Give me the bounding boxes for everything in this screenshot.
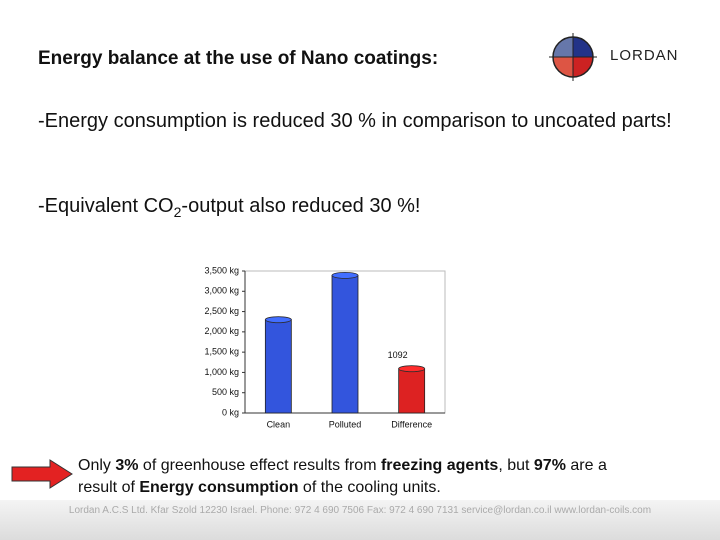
y-tick-label: 500 kg <box>212 387 239 397</box>
bar-top <box>264 316 292 324</box>
bar-top <box>398 365 426 373</box>
footer-text: Lordan A.C.S Ltd. Kfar Szold 12230 Israe… <box>68 505 652 516</box>
y-tick-label: 1,000 kg <box>204 367 239 377</box>
x-tick-label: Difference <box>391 419 432 429</box>
bullet: -Energy consumption is reduced 30 % in c… <box>38 110 672 132</box>
note-text: 3% <box>115 457 139 474</box>
arrow-icon <box>11 459 73 489</box>
note-text: of greenhouse effect results from <box>138 457 381 474</box>
note: Only 3% of greenhouse effect results fro… <box>78 455 648 499</box>
bullet: -Equivalent CO2-output also reduced 30 %… <box>38 193 720 225</box>
y-tick-label: 1,500 kg <box>204 347 239 357</box>
x-tick-label: Polluted <box>329 419 362 429</box>
y-tick-label: 3,500 kg <box>204 265 239 275</box>
note-text: 97% <box>533 457 566 474</box>
bar-top <box>331 271 359 279</box>
x-tick-label: Clean <box>267 419 291 429</box>
data-label: 1092 <box>388 350 408 360</box>
subscript: 2 <box>173 204 182 220</box>
bar <box>398 368 426 414</box>
note-text: Energy consumption <box>139 479 299 496</box>
bar <box>264 319 292 414</box>
bar <box>331 274 359 414</box>
logo-icon <box>549 33 597 81</box>
y-tick-label: 2,000 kg <box>204 326 239 336</box>
note-text: of the cooling units. <box>298 479 441 496</box>
y-tick-label: 0 kg <box>222 407 239 417</box>
y-tick-label: 2,500 kg <box>204 306 239 316</box>
slide-title: Energy balance at the use of Nano coatin… <box>38 48 439 69</box>
chart: 0 kg 500 kg 1,000 kg 1,500 kg 2,000 kg 2,500 … <box>204 265 446 429</box>
footer-bar <box>0 500 720 540</box>
bullet-text: -output also reduced 30 %! <box>181 195 421 217</box>
note-text: , but <box>498 457 534 474</box>
logo-text: LORDAN <box>610 47 679 64</box>
note-text: are a result of <box>78 457 607 496</box>
y-tick-label: 3,000 kg <box>204 286 239 296</box>
bullet-text: -Equivalent CO <box>38 195 174 217</box>
note-text: Only <box>78 457 116 474</box>
note-text: freezing agents <box>380 457 499 474</box>
